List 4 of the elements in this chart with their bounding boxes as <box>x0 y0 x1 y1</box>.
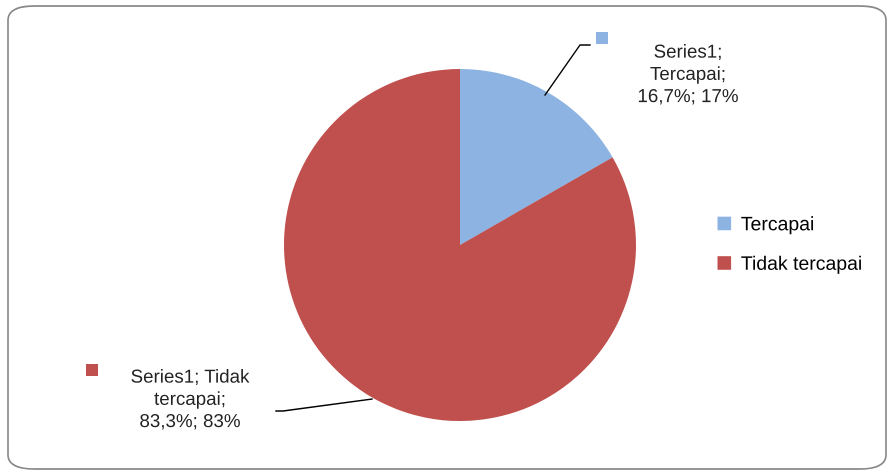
data-label: Series1; Tidak tercapai; 83,3%; 83% <box>131 369 250 430</box>
legend-label: Tidak tercapai <box>741 256 861 274</box>
legend-label: Tercapai <box>741 216 814 234</box>
data-label: Series1; Tercapai; 16,7%; 17% <box>638 44 738 104</box>
